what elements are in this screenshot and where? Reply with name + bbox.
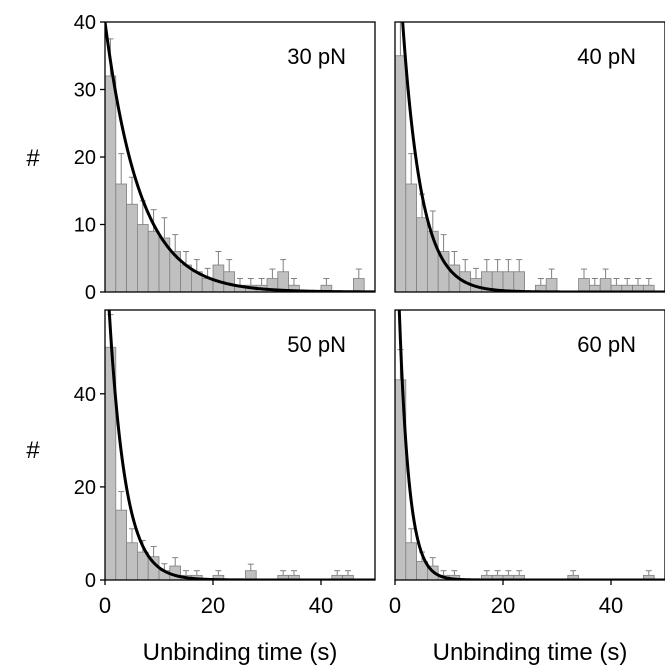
y-tick-label: 40 [74,384,96,406]
y-tick-label: 30 [74,80,96,102]
histogram-bar [599,278,612,292]
histogram-bar [136,551,149,580]
panel-label-50pn: 50 pN [287,332,346,357]
panel-frame [394,309,665,581]
x-tick-label: 20 [491,593,515,618]
exponential-fit-curve [397,310,665,580]
histogram-bar [405,183,417,292]
panel-label-40pn: 40 pN [577,44,636,69]
panel-40pn [394,21,665,293]
x-tick-label: 20 [201,593,225,618]
x-tick-label: 0 [389,593,401,618]
histogram-bar [212,264,225,292]
y-tick-label: 0 [85,570,96,592]
histogram-bar [147,230,160,292]
histogram-bar [405,542,417,580]
panel-label-30pn: 30 pN [287,44,346,69]
histogram-bar [115,183,128,292]
y-tick-label: 0 [85,282,96,304]
panel-50pn: 0 20 40 0 20 40 [74,309,376,618]
histogram-bar [126,542,138,580]
y-tick-label: 20 [74,147,96,169]
histogram-bar [545,278,558,292]
x-axis-title-right: Unbinding time (s) [433,639,628,666]
y-axis-title-bottom: # [26,437,40,464]
x-tick-label: 40 [309,593,333,618]
histogram-bar [513,271,525,292]
histogram-bar [395,55,407,292]
panel-30pn: 0 10 20 30 40 [74,12,376,304]
x-tick-label: 0 [99,593,111,618]
y-tick-label: 40 [74,12,96,34]
plot-area [105,22,375,292]
x-tick-label: 40 [599,593,623,618]
y-tick-label: 20 [74,477,96,499]
histogram-bar [578,278,590,292]
histogram-bar [105,75,117,292]
histogram-bar [115,509,128,580]
panel-60pn: 0 20 40 [389,309,665,618]
panel-frame [104,309,376,581]
histogram-bar [416,217,428,292]
panel-label-60pn: 60 pN [577,332,636,357]
x-axis-title-left: Unbinding time (s) [143,639,338,666]
histogram-bar [352,278,365,292]
panel-frame [394,21,665,293]
histogram-bar [502,271,515,292]
histogram-bar [126,203,138,292]
histogram-bar [437,251,450,292]
y-axis-title-top: # [26,145,40,172]
plot-area [395,310,665,580]
histogram-bar [136,224,149,292]
y-tick-label: 10 [74,215,96,237]
